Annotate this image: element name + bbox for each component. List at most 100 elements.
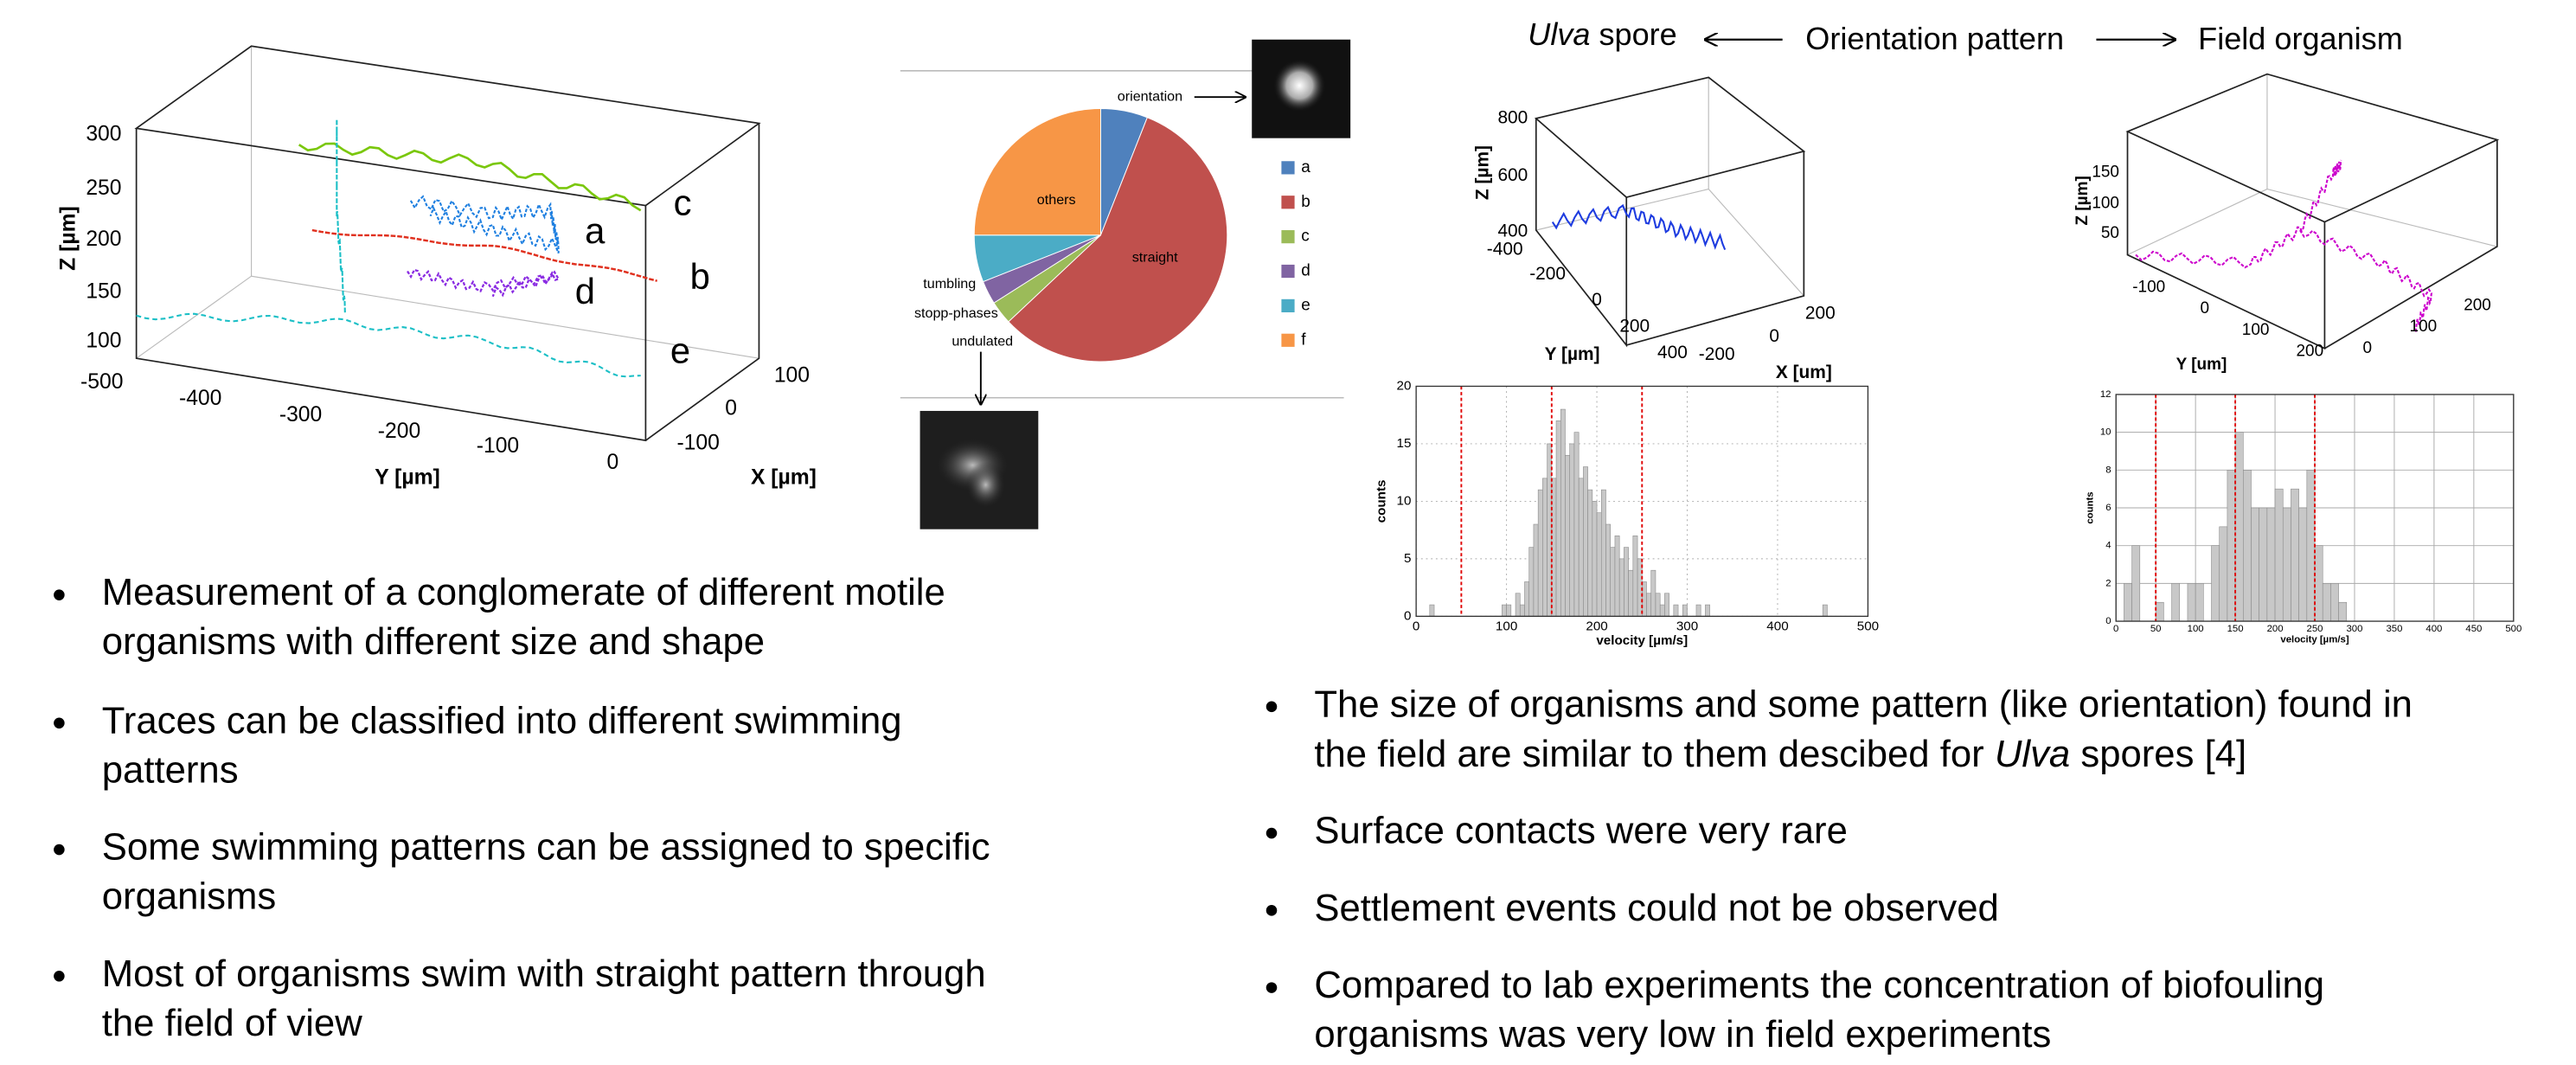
legend-swatch xyxy=(1281,334,1294,347)
y-tick-label: 10 xyxy=(2100,427,2111,438)
axis-label: Y [µm] xyxy=(375,465,439,489)
bullet-text: Compared to lab experiments the concentr… xyxy=(1314,964,2324,1006)
y-tick-label: 10 xyxy=(1397,493,1412,508)
axis-label: Y [µm] xyxy=(1545,344,1600,364)
axis-tick-label: -300 xyxy=(279,403,322,427)
thumbnail-blob xyxy=(966,462,1006,508)
slice-label: straight xyxy=(1132,250,1178,266)
bar xyxy=(2267,508,2275,621)
bar xyxy=(2188,583,2195,621)
legend-label: e xyxy=(1301,296,1310,314)
bar xyxy=(2275,489,2283,621)
legend-swatch xyxy=(1281,196,1294,209)
bullet xyxy=(1266,905,1278,916)
bullet-text: organisms xyxy=(102,876,276,918)
bar xyxy=(1619,559,1624,616)
axis-label: Z [µm] xyxy=(1473,145,1493,200)
axis-tick-label: -500 xyxy=(80,370,123,394)
bar xyxy=(2235,433,2243,621)
legend-label: b xyxy=(1301,193,1310,211)
bar xyxy=(1520,605,1524,616)
bar xyxy=(2212,546,2220,621)
bar xyxy=(2307,470,2315,621)
bar xyxy=(1647,593,1651,617)
bar xyxy=(2124,583,2131,621)
x-tick-label: 300 xyxy=(2346,624,2362,634)
axis-tick-label: -200 xyxy=(1699,344,1735,364)
y-tick-label: 6 xyxy=(2105,503,2111,513)
x-tick-label: 450 xyxy=(2465,624,2482,634)
axis-tick-label: 50 xyxy=(2101,224,2119,242)
bullet-text: Settlement events could not be observed xyxy=(1314,887,1998,929)
bar xyxy=(1534,524,1538,616)
bar xyxy=(1651,570,1656,616)
bar xyxy=(2156,602,2163,621)
axis-tick-label: -200 xyxy=(378,420,420,443)
axis-tick-label: 400 xyxy=(1497,221,1528,241)
axis-tick-label: 250 xyxy=(86,176,121,200)
bar xyxy=(1574,433,1579,617)
trajectory xyxy=(407,270,559,297)
axis-label: Z [µm] xyxy=(56,206,80,271)
x-tick-label: 0 xyxy=(1413,619,1419,634)
y-tick-label: 4 xyxy=(2105,541,2111,551)
axis-tick-label: 100 xyxy=(86,330,121,353)
bullet xyxy=(54,718,65,729)
slice-label: tumbling xyxy=(923,276,976,292)
bar xyxy=(2251,508,2259,621)
slide: Ulva sporeOrientation patternField organ… xyxy=(0,0,2576,1065)
bar xyxy=(1502,605,1506,616)
legend-swatch xyxy=(1281,230,1294,243)
x-tick-label: 400 xyxy=(2425,624,2442,634)
bar xyxy=(1507,605,1511,616)
trajectory xyxy=(299,144,641,210)
bullet-text: Some swimming patterns can be assigned t… xyxy=(102,826,990,869)
bullet xyxy=(54,844,65,856)
bar xyxy=(1633,536,1637,616)
legend-swatch xyxy=(1281,265,1294,278)
slice-label: stopp-phases xyxy=(914,305,998,321)
slice-label: orientation xyxy=(1118,88,1182,104)
bullet-text: patterns xyxy=(102,748,239,791)
legend-label: c xyxy=(1301,228,1310,246)
x-tick-label: 400 xyxy=(1766,619,1788,634)
axis-tick-label: 0 xyxy=(1592,290,1602,310)
axis-label: X [um] xyxy=(1776,362,1832,382)
bar xyxy=(2299,508,2307,621)
bullet xyxy=(1266,828,1278,839)
trajectory xyxy=(312,230,657,281)
axis-tick-label: 100 xyxy=(2410,318,2438,336)
trace-label: a xyxy=(585,210,606,251)
bar xyxy=(1664,593,1669,617)
x-tick-label: 500 xyxy=(1857,619,1879,634)
x-tick-label: 300 xyxy=(1676,619,1698,634)
trace-label: e xyxy=(670,330,690,371)
axis-tick-label: 200 xyxy=(1619,317,1650,337)
bullet-segment: the field are similar to them descibed f… xyxy=(1314,732,1994,774)
bar xyxy=(1606,524,1611,616)
trajectory xyxy=(137,314,641,377)
bullet-text: the field are similar to them descibed f… xyxy=(1314,732,2246,774)
bar xyxy=(1524,581,1528,616)
bullet-text: organisms with different size and shape xyxy=(102,620,765,663)
left-3d-box xyxy=(137,46,759,440)
axis-tick-label: 200 xyxy=(86,228,121,251)
slice-label: others xyxy=(1037,192,1076,208)
trace-label: c xyxy=(674,183,692,223)
axis-tick-label: -100 xyxy=(676,431,719,454)
axis-tick-label: 800 xyxy=(1497,107,1528,127)
bar xyxy=(1560,409,1565,616)
bullet-text: organisms was very low in field experime… xyxy=(1314,1013,2051,1055)
x-tick-label: 100 xyxy=(2188,624,2204,634)
bar xyxy=(1674,605,1678,616)
bullet xyxy=(54,589,65,600)
axis-label: Z [µm] xyxy=(2073,176,2092,225)
axis-tick-label: 0 xyxy=(607,451,619,474)
bar xyxy=(1570,444,1574,616)
axis-tick-label: 100 xyxy=(2092,195,2119,213)
axis-tick-label: 150 xyxy=(86,280,121,304)
axis-tick-label: 0 xyxy=(2200,299,2209,318)
bullet-text: Traces can be classified into different … xyxy=(102,699,902,741)
axis-label: Y [um] xyxy=(2176,356,2227,374)
trace-label: b xyxy=(690,256,710,297)
